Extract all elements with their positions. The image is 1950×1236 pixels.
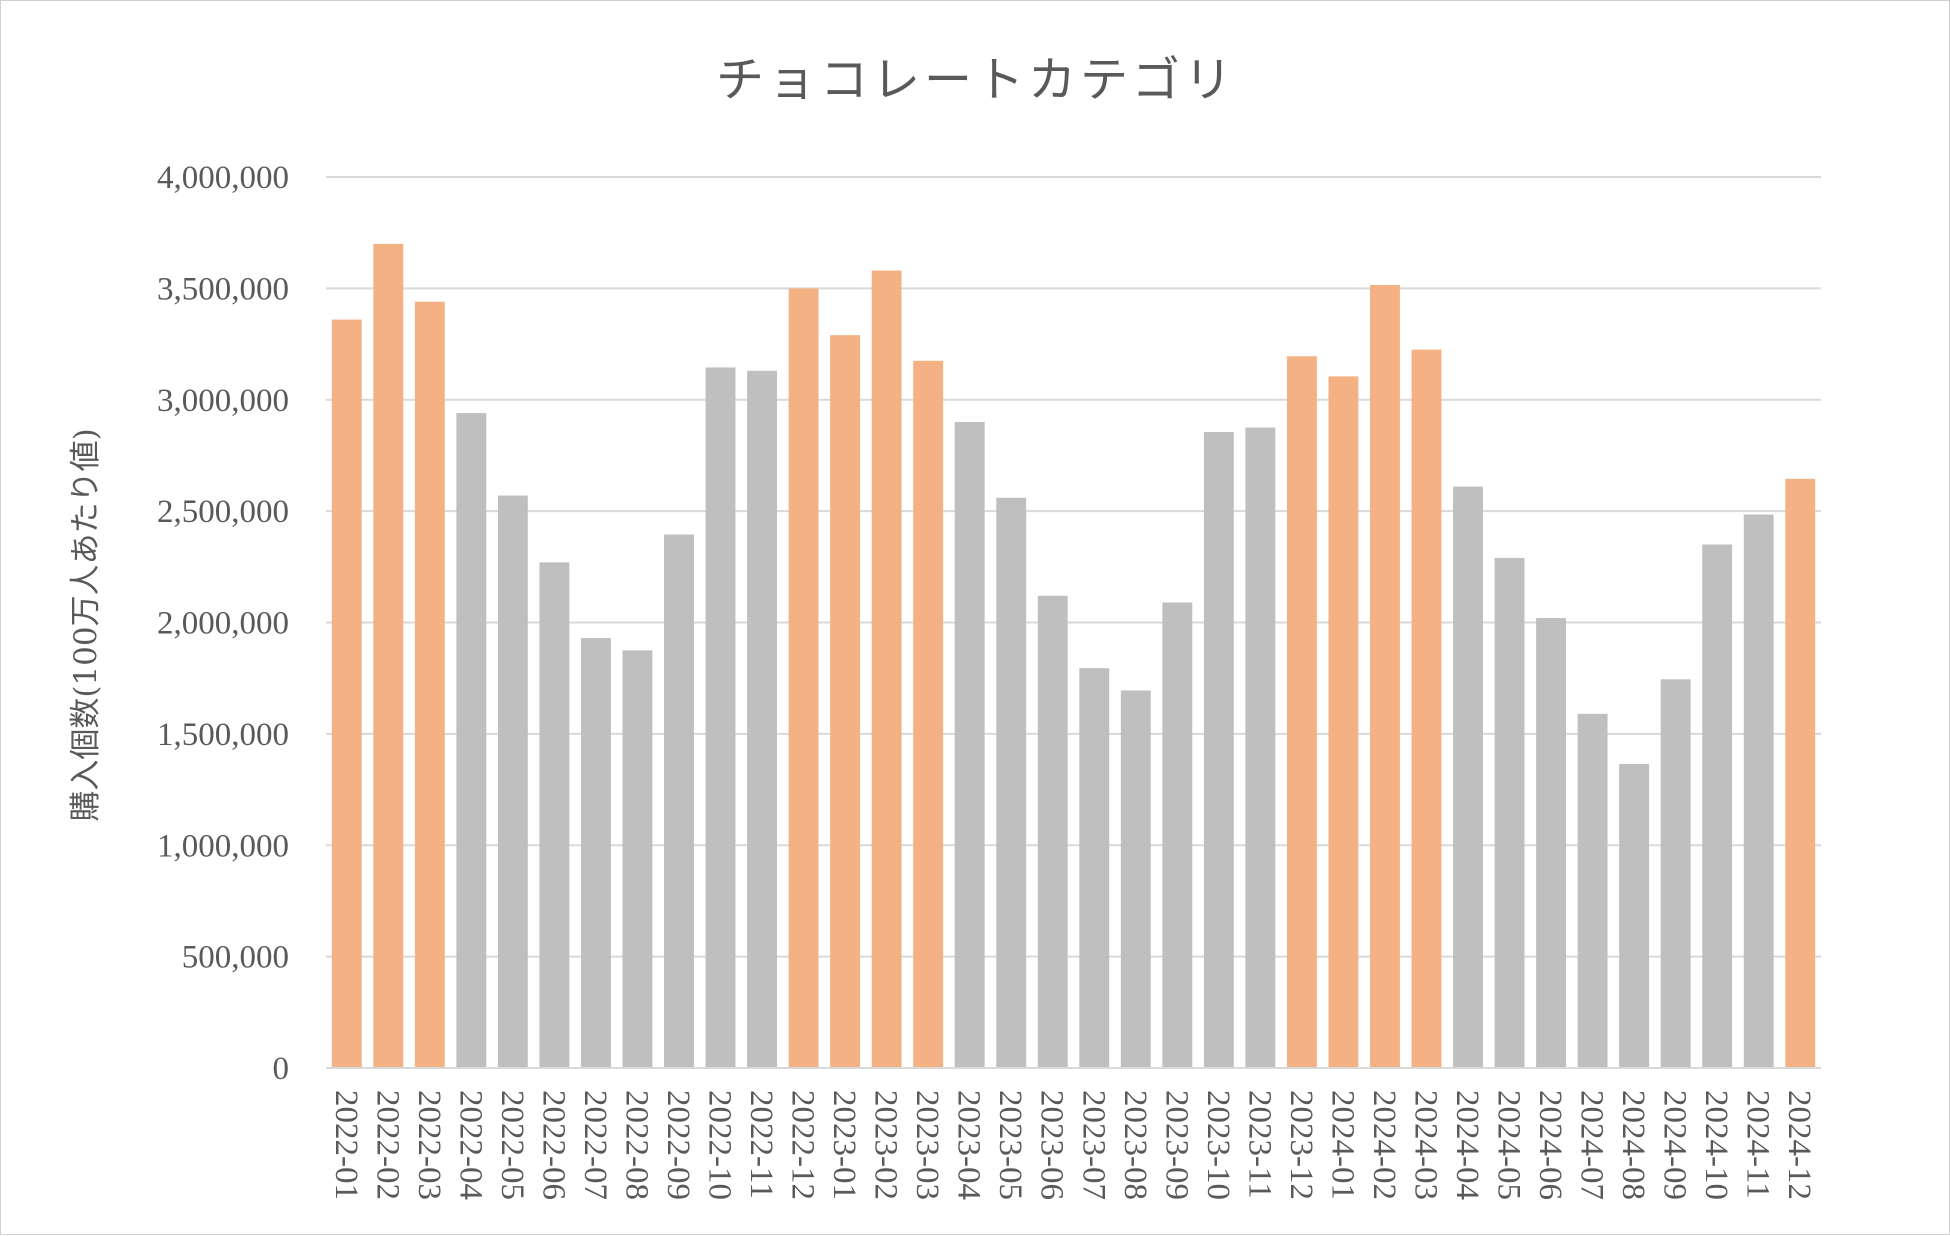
bar [1411, 349, 1442, 1069]
x-tick-label: 2024-02 [1366, 1090, 1402, 1200]
x-tick-label: 2022-02 [369, 1090, 405, 1200]
x-tick-label: 2023-03 [909, 1090, 945, 1200]
y-tick-label: 4,000,000 [157, 160, 289, 196]
y-tick-label: 3,000,000 [157, 383, 289, 419]
bar [830, 335, 861, 1069]
bar [1245, 427, 1276, 1068]
y-axis-label: 購入個数(100万人あたり値) [68, 428, 104, 821]
y-tick-label: 2,500,000 [157, 494, 289, 530]
x-tick-label: 2023-08 [1117, 1090, 1153, 1200]
bar [1619, 763, 1650, 1068]
bar [1203, 432, 1234, 1069]
x-tick-label: 2023-01 [826, 1090, 862, 1200]
x-tick-label: 2022-08 [618, 1090, 654, 1200]
x-tick-label: 2022-09 [660, 1090, 696, 1200]
bar [622, 650, 653, 1068]
y-tick-label: 3,500,000 [157, 271, 289, 307]
x-tick-label: 2024-12 [1781, 1090, 1817, 1200]
bar [1037, 595, 1068, 1068]
bar [1453, 486, 1483, 1068]
bar [1660, 679, 1691, 1068]
x-tick-label: 2023-09 [1158, 1090, 1194, 1200]
x-tick-label: 2022-06 [535, 1090, 571, 1200]
x-tick-label: 2022-01 [328, 1090, 364, 1200]
bar [1536, 618, 1567, 1068]
x-tick-label: 2023-07 [1075, 1090, 1111, 1200]
bar [1370, 285, 1400, 1068]
bar [1162, 602, 1193, 1068]
x-tick-label: 2022-12 [785, 1090, 821, 1200]
chart-title: チョコレートカテゴリ [716, 52, 1236, 108]
y-tick-label: 1,500,000 [157, 717, 289, 753]
bar [1079, 668, 1110, 1068]
bar [331, 319, 362, 1068]
y-tick-label: 500,000 [182, 940, 289, 976]
bar [1494, 557, 1525, 1068]
x-tick-label: 2023-02 [868, 1090, 904, 1200]
y-tick-label: 2,000,000 [157, 606, 289, 642]
bar [705, 367, 736, 1068]
x-tick-label: 2022-05 [494, 1090, 530, 1200]
bar [1702, 544, 1733, 1068]
bars [331, 243, 1816, 1069]
bar [788, 288, 819, 1068]
y-tick-label: 0 [273, 1051, 290, 1087]
x-axis-ticks: 2022-01 2022-02 2022-03 2022-04 2022-05 2022-… [328, 1090, 1817, 1200]
x-tick-label: 2024-06 [1532, 1090, 1568, 1200]
bar [747, 370, 777, 1069]
gridlines [326, 176, 1821, 958]
bar [497, 495, 528, 1069]
y-tick-label: 1,000,000 [157, 828, 289, 864]
x-tick-label: 2023-06 [1034, 1090, 1070, 1200]
x-tick-label: 2024-04 [1449, 1090, 1485, 1200]
x-tick-label: 2024-10 [1698, 1090, 1734, 1200]
x-tick-label: 2022-03 [411, 1090, 447, 1200]
bar [871, 270, 902, 1068]
x-tick-label: 2022-04 [452, 1090, 488, 1200]
x-tick-label: 2022-10 [702, 1090, 738, 1200]
x-tick-label: 2024-08 [1615, 1090, 1651, 1200]
y-axis-ticks: 0 500,000 1,000,000 1,500,000 2,000,000 2,500… [157, 160, 289, 1087]
x-tick-label: 2023-05 [992, 1090, 1028, 1200]
x-tick-label: 2023-10 [1200, 1090, 1236, 1200]
x-tick-label: 2023-11 [1241, 1090, 1277, 1199]
bar [996, 497, 1027, 1068]
bar [1120, 690, 1151, 1068]
x-tick-label: 2024-07 [1574, 1090, 1610, 1200]
bar [1743, 514, 1774, 1068]
x-tick-label: 2024-03 [1407, 1090, 1443, 1200]
bar [1577, 713, 1608, 1068]
x-tick-label: 2022-07 [577, 1090, 613, 1200]
x-tick-label: 2022-11 [743, 1090, 779, 1199]
bar [1286, 356, 1317, 1069]
bar [373, 243, 404, 1068]
bar [664, 534, 694, 1068]
bar [456, 413, 487, 1068]
bar [414, 301, 445, 1068]
x-tick-label: 2024-11 [1740, 1090, 1776, 1199]
bar [1328, 376, 1359, 1069]
x-tick-label: 2024-05 [1491, 1090, 1527, 1200]
bar [1785, 478, 1816, 1068]
x-tick-label: 2023-12 [1283, 1090, 1319, 1200]
bar [913, 360, 944, 1068]
bar [954, 422, 985, 1068]
x-tick-label: 2023-04 [951, 1090, 987, 1200]
x-tick-label: 2024-01 [1324, 1090, 1360, 1200]
bar [580, 638, 611, 1068]
bar [539, 562, 570, 1068]
x-tick-label: 2024-09 [1657, 1090, 1693, 1200]
